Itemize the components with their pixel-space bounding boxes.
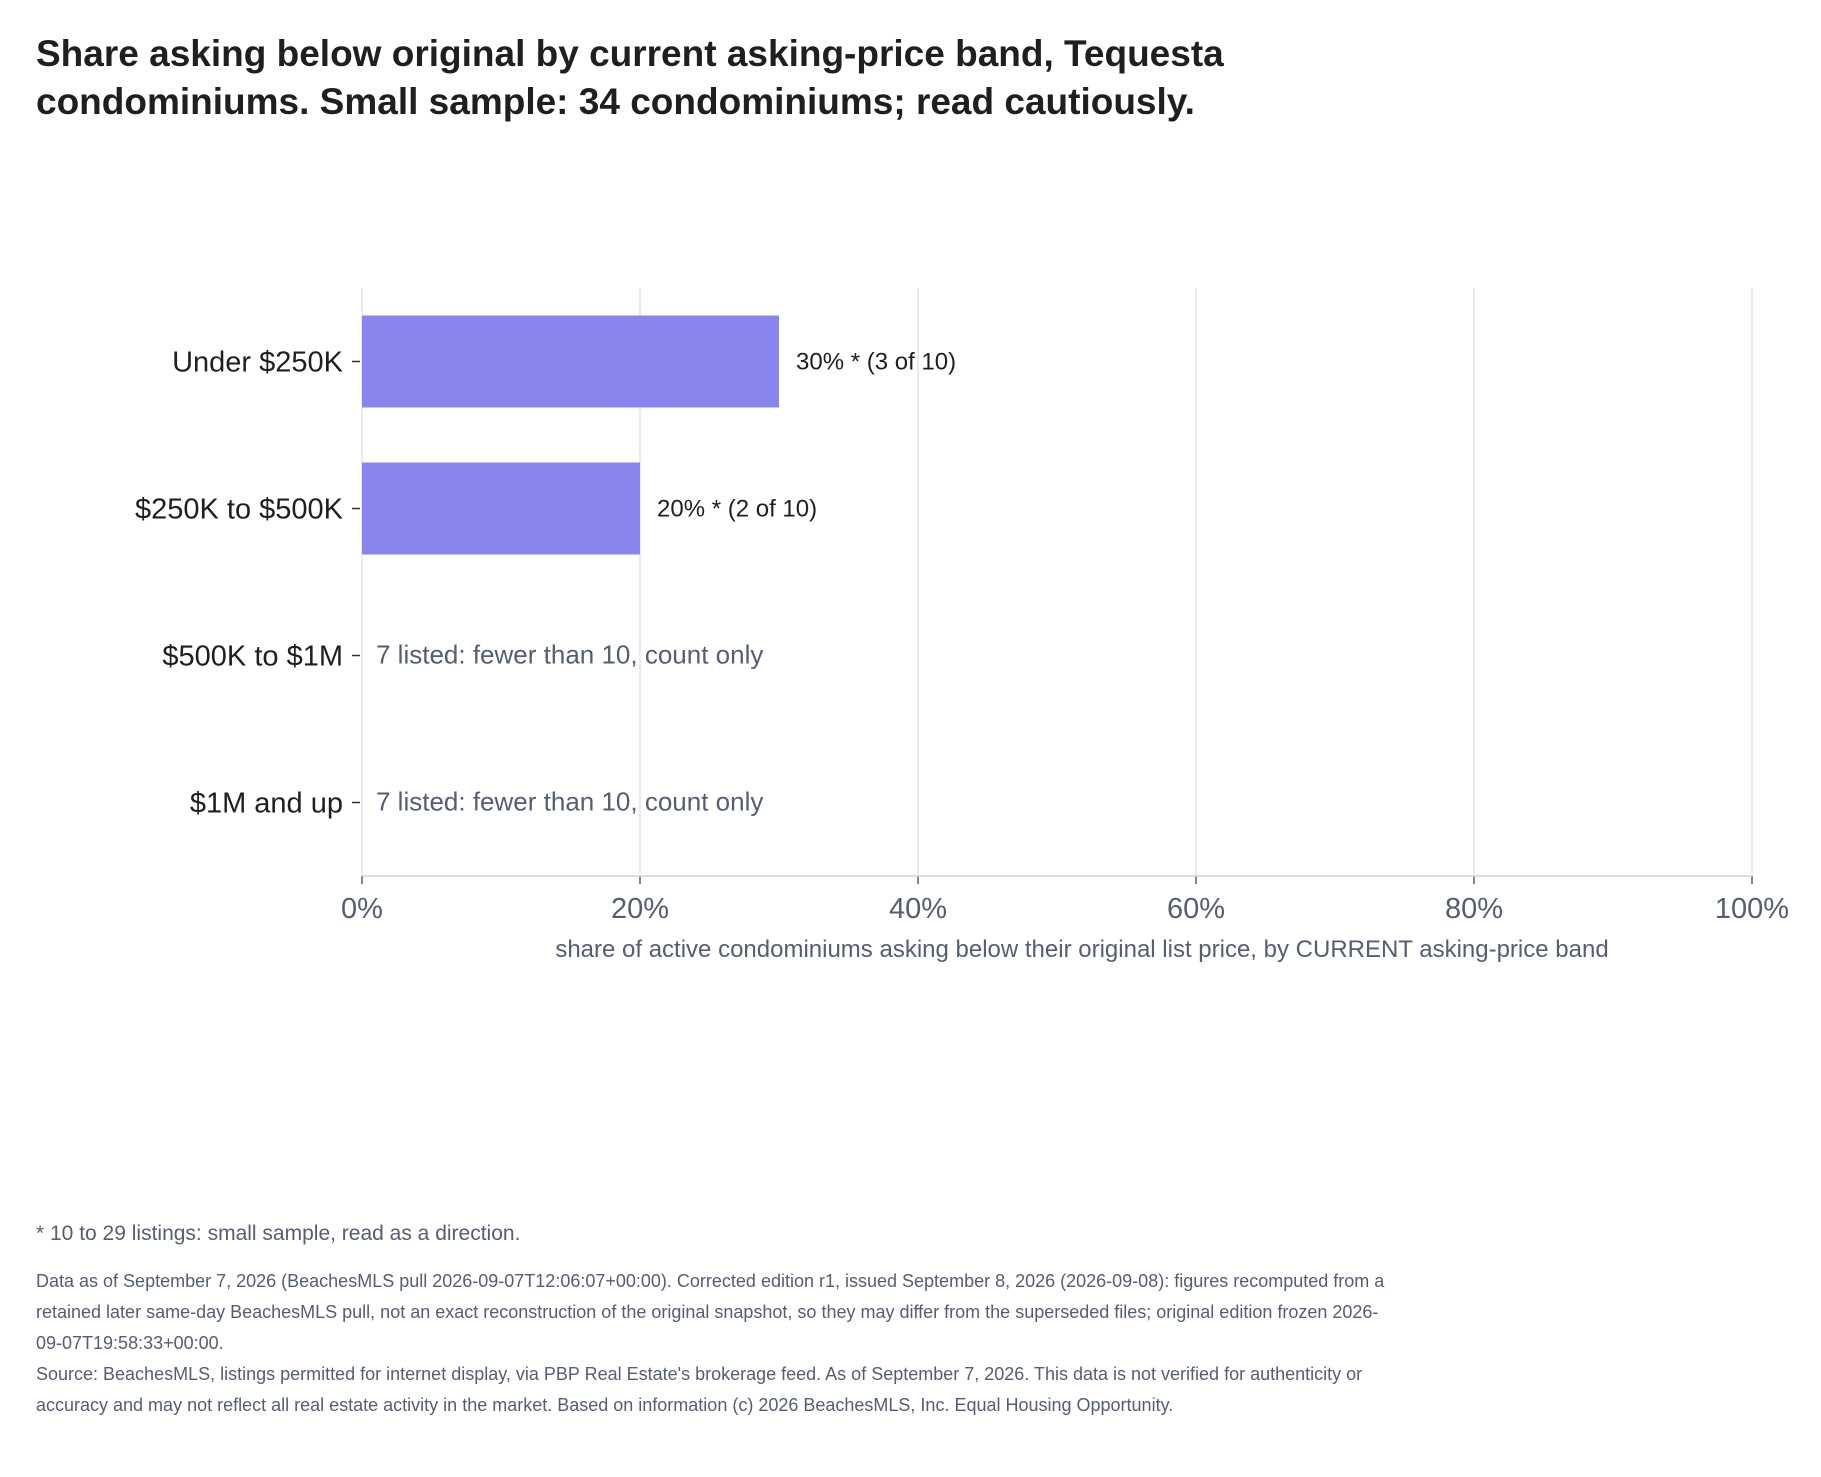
- x-axis: 0% 20% 40% 60% 80% 100%: [341, 875, 1789, 925]
- bar: [362, 315, 779, 408]
- footnote: * 10 to 29 listings: small sample, read …: [36, 1222, 521, 1245]
- bar: [362, 462, 640, 555]
- source-notes: Data as of September 7, 2026 (BeachesMLS…: [36, 1266, 1396, 1421]
- edition-note: Data as of September 7, 2026 (BeachesMLS…: [36, 1271, 1385, 1353]
- count-only-label: 7 listed: fewer than 10, count only: [376, 787, 763, 817]
- x-axis-label: share of active condominiums asking belo…: [555, 936, 1608, 963]
- x-tick-label: 80%: [1445, 893, 1503, 925]
- y-tick-label: $1M and up: [190, 788, 343, 820]
- x-tick-label: 40%: [889, 893, 947, 925]
- chart-title: Share asking below original by current a…: [36, 33, 1224, 122]
- y-tick-label: $500K to $1M: [162, 641, 343, 673]
- y-axis: Under $250K $250K to $500K $500K to $1M $1M…: [135, 347, 360, 820]
- data-label: 30% * (3 of 10): [796, 349, 956, 376]
- source-note: Source: BeachesMLS, listings permitted f…: [36, 1364, 1363, 1415]
- data-label: 20% * (2 of 10): [657, 496, 817, 523]
- bar-labels: 30% * (3 of 10) 20% * (2 of 10) 7 listed: …: [376, 349, 956, 817]
- count-only-label: 7 listed: fewer than 10, count only: [376, 640, 763, 670]
- y-tick-label: $250K to $500K: [135, 494, 344, 526]
- x-tick-label: 0%: [341, 893, 383, 925]
- y-tick-label: Under $250K: [172, 347, 344, 379]
- bars: [362, 315, 779, 555]
- x-tick-label: 100%: [1715, 893, 1789, 925]
- bar-chart: 30% * (3 of 10) 20% * (2 of 10) 7 listed: …: [135, 288, 1789, 963]
- x-tick-label: 20%: [611, 893, 669, 925]
- x-tick-label: 60%: [1167, 893, 1225, 925]
